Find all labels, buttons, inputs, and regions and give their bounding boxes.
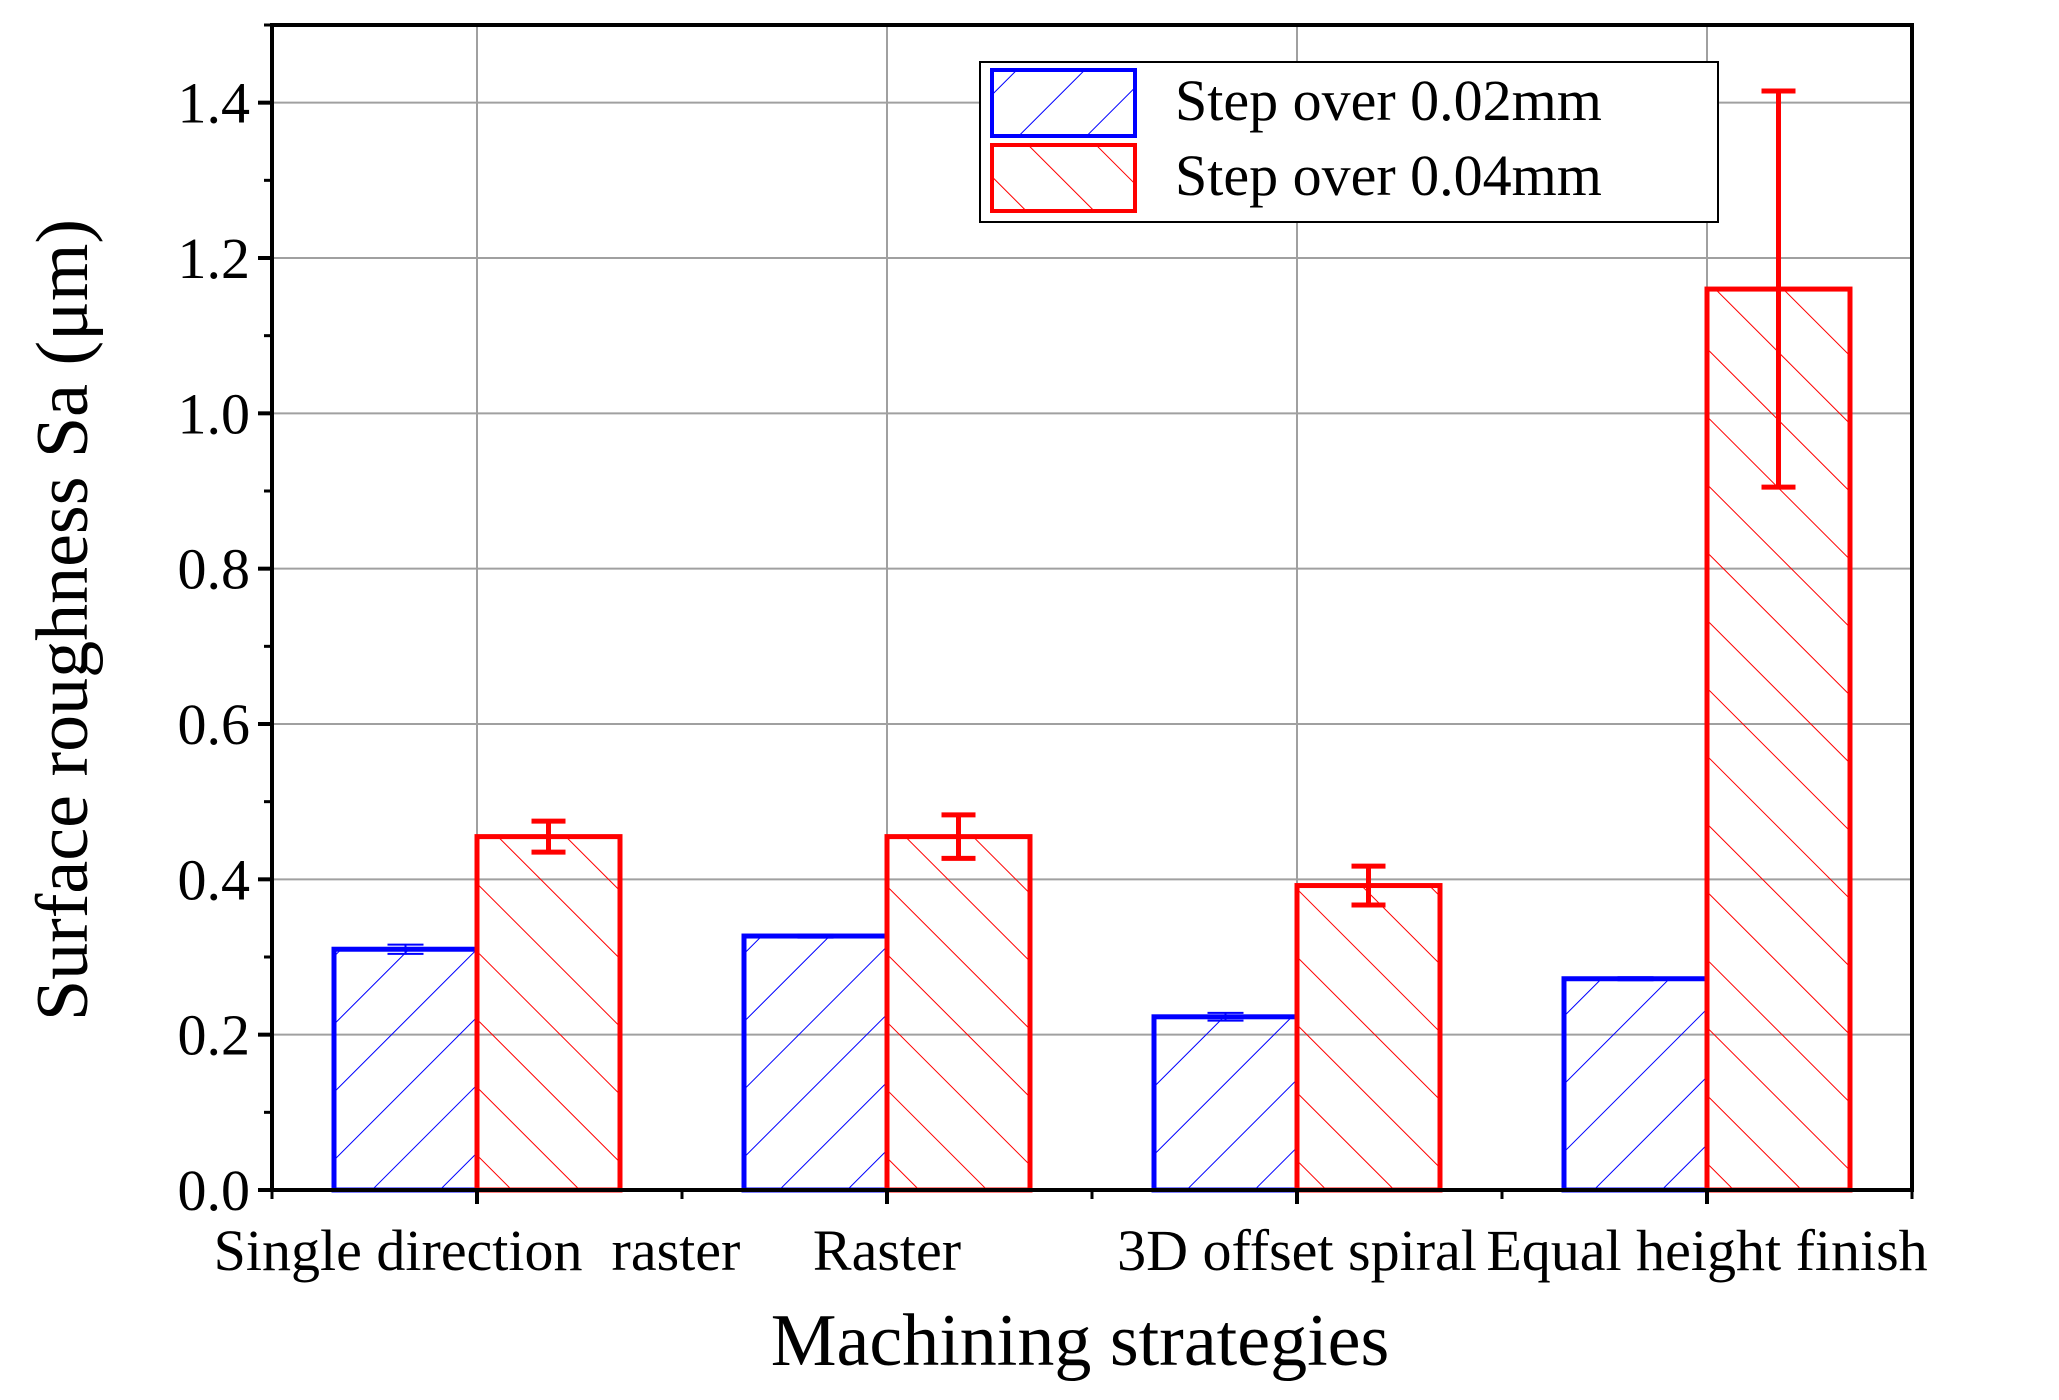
- bar-step-004: [884, 834, 1033, 1193]
- bar-step-002: [1151, 1014, 1300, 1193]
- bar-step-002: [1561, 976, 1710, 1193]
- bar-step-004: [474, 834, 623, 1193]
- legend: Step over 0.02mm Step over 0.04mm: [979, 61, 1719, 223]
- bar-step-002: [331, 946, 480, 1193]
- x-tick-label: Single direction raster: [214, 1218, 741, 1283]
- y-tick-label: 0.2: [178, 1003, 251, 1068]
- x-tick-label: Raster: [813, 1218, 961, 1283]
- y-tick-label: 1.2: [178, 226, 251, 291]
- x-tick-label: Equal height finish: [1486, 1218, 1927, 1283]
- legend-swatch-step-004: [990, 143, 1137, 213]
- bars: [331, 88, 1853, 1193]
- axes: 0.0 0.2 0.4 0.6 0.8 1.0 1.2 1.4 Single direction…: [178, 23, 1928, 1283]
- y-axis-title: Surface roughness Sa (μm): [22, 219, 104, 1021]
- x-axis-title: Machining strategies: [771, 1300, 1390, 1382]
- x-tick-label: 3D offset spiral: [1117, 1218, 1477, 1283]
- y-tick-label: 1.0: [178, 381, 251, 446]
- bar-step-002: [741, 933, 890, 1193]
- y-tick-label: 0.8: [178, 537, 251, 602]
- bar-step-004: [1294, 883, 1443, 1193]
- y-tick-label: 1.4: [178, 71, 251, 136]
- legend-label: Step over 0.02mm: [1175, 68, 1602, 133]
- y-tick-label: 0.4: [178, 847, 251, 912]
- legend-label: Step over 0.04mm: [1175, 143, 1602, 208]
- legend-swatch-step-002: [990, 68, 1137, 138]
- y-tick-label: 0.6: [178, 692, 251, 757]
- y-tick-label: 0.0: [178, 1158, 251, 1223]
